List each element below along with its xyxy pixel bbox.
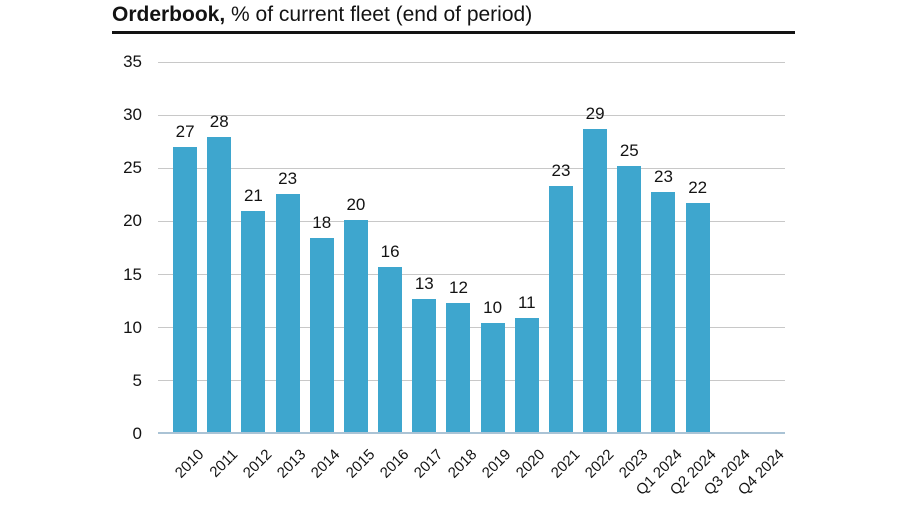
- bar-q1-2024: [651, 191, 676, 434]
- category-slot-q3-2024: Q3 2024: [701, 62, 754, 499]
- chart-title-rest: % of current fleet (end of period): [231, 3, 533, 26]
- x-tick-label-2022: 2022: [581, 446, 618, 482]
- y-tick-label-5: 5: [132, 370, 142, 390]
- value-label-2019: 10: [483, 298, 503, 318]
- y-tick-label-15: 15: [123, 264, 142, 284]
- bar-2021: [548, 186, 573, 434]
- value-label-2023: 25: [619, 141, 639, 161]
- value-label-q2-2024: 22: [688, 178, 708, 198]
- y-tick-label-10: 10: [123, 317, 142, 337]
- bar-2018: [446, 303, 471, 434]
- x-tick-label-2017: 2017: [410, 446, 447, 482]
- category-slot-2019: 10 2019: [476, 62, 515, 481]
- x-tick-label-2010: 2010: [171, 446, 208, 482]
- x-axis-line: [158, 432, 785, 434]
- bar-2022: [583, 128, 608, 434]
- bar-2017: [412, 299, 437, 434]
- category-slot-2015: 20 2015: [339, 62, 378, 481]
- bars-row: 27 2010 28 2011 21 2012 23 2013 18 2014 20 2015 16 20…: [168, 62, 788, 499]
- bar-2016: [378, 267, 403, 434]
- x-tick-label-2013: 2013: [274, 446, 310, 482]
- y-tick-label-30: 30: [123, 105, 142, 125]
- category-slot-2022: 29 2022: [578, 62, 618, 482]
- value-label-2018: 12: [448, 278, 468, 298]
- bar-2019: [480, 323, 505, 434]
- x-tick-label-2019: 2019: [479, 446, 515, 482]
- category-slot-2016: 16 2016: [373, 62, 413, 481]
- bar-2015: [343, 220, 368, 434]
- y-tick-label-20: 20: [123, 211, 142, 231]
- x-tick-label-2016: 2016: [376, 446, 413, 482]
- x-tick-label-2011: 2011: [206, 446, 242, 481]
- chart-title: Orderbook, % of current fleet (end of pe…: [112, 2, 795, 34]
- category-slot-2012: 21 2012: [236, 62, 276, 482]
- value-label-2017: 13: [414, 274, 434, 294]
- bar-2012: [241, 210, 266, 434]
- category-slot-2011: 28 2011: [202, 62, 241, 480]
- value-label-2022: 29: [585, 103, 605, 123]
- y-tick-label-35: 35: [123, 52, 142, 71]
- category-slot-2014: 18 2014: [305, 62, 344, 481]
- x-tick-label-2021: 2021: [547, 446, 584, 482]
- bar-2014: [309, 238, 334, 434]
- category-slot-2020: 11 2020: [510, 62, 549, 481]
- category-slot-q2-2024: 22 Q2 2024: [667, 62, 720, 498]
- category-slot-2021: 23 2021: [544, 62, 583, 481]
- x-tick-label-2018: 2018: [444, 446, 481, 482]
- value-label-2013: 23: [278, 168, 298, 188]
- value-label-2016: 16: [380, 242, 400, 262]
- gridline-5: [158, 380, 785, 382]
- category-slot-2013: 23 2013: [271, 62, 310, 482]
- value-label-q1-2024: 23: [654, 166, 673, 186]
- chart-title-bold: Orderbook,: [112, 3, 226, 26]
- plot-area: 27 2010 28 2011 21 2012 23 2013 18 2014 20 2015 16 20…: [158, 61, 788, 499]
- gridline-20: [158, 220, 785, 222]
- value-label-2020: 11: [517, 293, 536, 313]
- bar-2011: [207, 137, 232, 434]
- bar-2020: [514, 318, 539, 434]
- value-label-2014: 18: [312, 213, 332, 233]
- bar-2023: [617, 166, 642, 434]
- x-tick-label-2014: 2014: [308, 446, 344, 482]
- category-slot-2018: 12 2018: [441, 62, 481, 481]
- category-slot-2023: 25 2023: [612, 62, 652, 481]
- category-slot-q1-2024: 23 Q1 2024: [633, 62, 686, 499]
- y-tick-label-25: 25: [123, 158, 142, 178]
- value-label-2021: 23: [551, 161, 571, 181]
- category-slot-2017: 13 2017: [407, 62, 447, 482]
- x-tick-label-2015: 2015: [342, 446, 378, 482]
- bar-2010: [173, 147, 198, 434]
- value-label-2011: 28: [209, 112, 229, 132]
- bar-2013: [275, 193, 300, 434]
- gridline-10: [158, 327, 785, 329]
- category-slot-2010: 27 2010: [168, 62, 207, 482]
- category-slot-q4-2024: Q4 2024: [735, 62, 788, 499]
- y-tick-label-0: 0: [132, 424, 142, 443]
- value-label-2010: 27: [175, 122, 195, 142]
- gridline-35: [158, 61, 785, 63]
- x-tick-label-2020: 2020: [513, 446, 549, 482]
- gridline-15: [158, 274, 785, 276]
- gridline-25: [158, 167, 785, 169]
- y-axis-labels: 0 5 10 15 20 25 30 35: [0, 52, 150, 443]
- gridline-30: [158, 114, 785, 116]
- bar-q2-2024: [685, 203, 710, 434]
- value-label-2015: 20: [346, 195, 366, 215]
- value-label-2012: 21: [243, 185, 263, 205]
- x-tick-label-2012: 2012: [239, 446, 276, 482]
